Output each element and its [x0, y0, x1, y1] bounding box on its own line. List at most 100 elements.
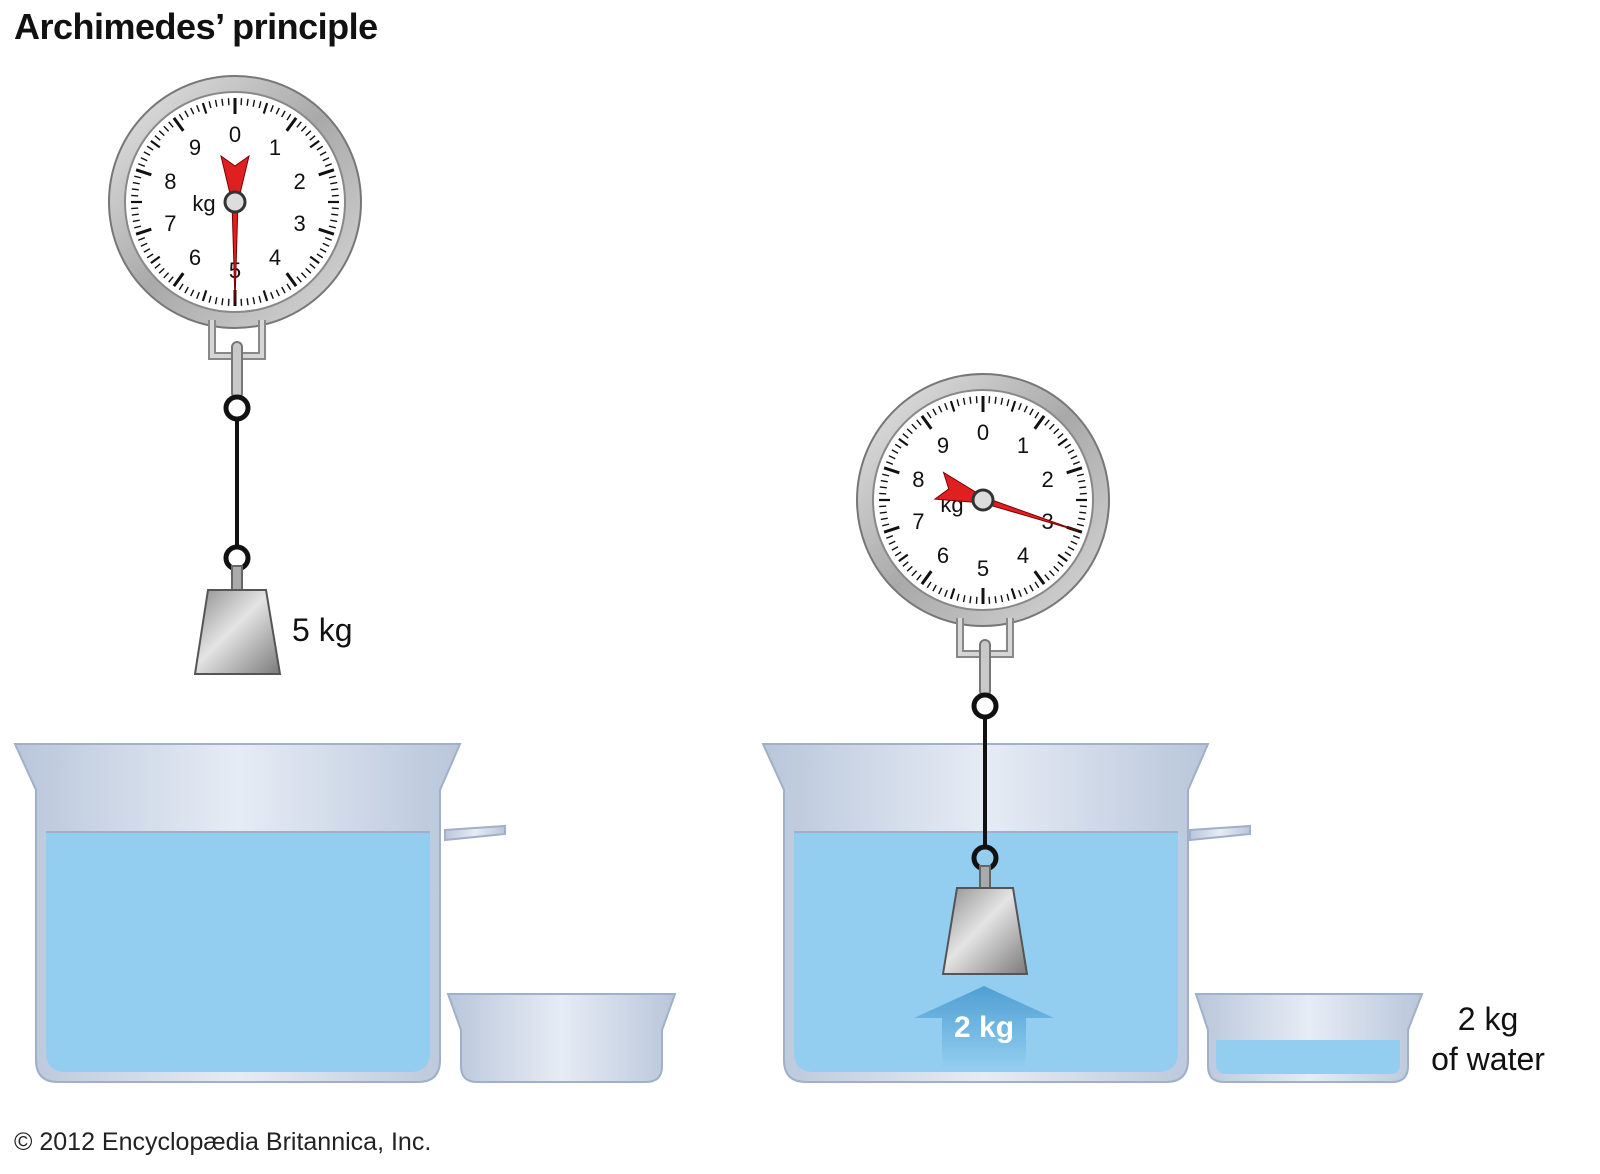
- page-title: Archimedes’ principle: [14, 6, 378, 47]
- dial-tick: [324, 163, 332, 167]
- dial-tick: [1000, 397, 1004, 405]
- dial-tick: [911, 423, 918, 430]
- dial-tick: [1044, 419, 1050, 426]
- dial-tick: [956, 593, 960, 601]
- dial-tick: [1006, 593, 1010, 601]
- dial-tick: [316, 145, 324, 151]
- dial-number: 8: [912, 467, 924, 492]
- dial-tick: [1079, 511, 1087, 514]
- dial-tick: [932, 584, 937, 592]
- dial-tick: [131, 213, 139, 216]
- dial-tick: [319, 151, 327, 156]
- dial-tick: [190, 289, 195, 297]
- left-dial-numbers: 0123456789: [164, 122, 306, 283]
- copyright-notice: © 2012 Encyclopædia Britannica, Inc.: [14, 1128, 432, 1156]
- dial-tick: [281, 110, 286, 118]
- buoyancy-label: 2 kg: [954, 1011, 1014, 1044]
- right-spring-scale: 0123456789 kg: [856, 373, 1110, 627]
- dial-tick: [201, 102, 208, 114]
- dial-tick: [146, 253, 154, 259]
- dial-number: 8: [164, 169, 176, 194]
- dial-tick: [1034, 411, 1040, 419]
- dial-tick: [275, 107, 280, 115]
- dial-tick: [1057, 561, 1064, 567]
- dial-tick: [331, 213, 339, 216]
- dial-tick: [296, 276, 302, 283]
- dial-tick: [318, 227, 335, 236]
- left-beaker: [13, 743, 506, 1083]
- dial-tick: [163, 272, 170, 279]
- dial-tick: [270, 291, 274, 299]
- dial-tick: [1057, 437, 1068, 447]
- dial-tick: [920, 570, 933, 586]
- dial-tick: [309, 135, 316, 141]
- dial-tick: [132, 219, 140, 223]
- dial-tick: [969, 396, 972, 404]
- dial-tick: [196, 105, 200, 113]
- dial-tick: [190, 107, 195, 115]
- dial-tick: [883, 466, 900, 475]
- dial-tick: [214, 297, 218, 305]
- dial-tick: [322, 157, 330, 162]
- dial-tick: [1018, 589, 1022, 597]
- dial-tick: [275, 289, 280, 297]
- dial-tick: [1034, 581, 1040, 589]
- dial-tick: [184, 286, 189, 294]
- dial-tick: [172, 116, 185, 132]
- dial-tick: [296, 121, 302, 128]
- dial-tick: [328, 175, 336, 179]
- dial-tick: [888, 540, 896, 545]
- left-spring-scale: 0123456789 kg: [108, 75, 362, 329]
- dial-tick: [994, 596, 997, 604]
- dial-tick: [140, 242, 148, 247]
- dial-tick: [894, 443, 902, 449]
- dial-tick: [1070, 455, 1078, 460]
- dial-tick: [969, 596, 972, 604]
- dial-tick: [330, 219, 338, 223]
- dial-tick: [178, 113, 184, 121]
- dial-tick: [888, 455, 896, 460]
- displaced-water: [1216, 1040, 1400, 1074]
- dial-tick: [146, 145, 154, 151]
- dial-tick: [1044, 574, 1050, 581]
- left-hanger: [208, 320, 266, 591]
- dial-tick: [208, 295, 212, 303]
- dial-tick: [1000, 595, 1004, 603]
- dial-tick: [1079, 486, 1087, 489]
- dial-tick: [1078, 479, 1086, 483]
- dial-tick: [163, 125, 170, 132]
- dial-tick: [309, 255, 320, 265]
- dial-tick: [300, 272, 307, 279]
- dial-tick: [898, 437, 909, 447]
- dial-tick: [938, 587, 943, 595]
- dial-tick: [1053, 428, 1060, 435]
- dial-tick: [140, 157, 148, 162]
- dial-tick: [252, 99, 256, 107]
- dial-tick: [138, 237, 146, 241]
- dial-tick: [1064, 443, 1072, 449]
- dial-tick: [1006, 399, 1010, 407]
- dial-tick: [1033, 414, 1046, 430]
- dial-tick: [135, 168, 152, 177]
- dial-tick: [168, 121, 174, 128]
- dial-tick: [926, 411, 932, 419]
- dial-tick: [208, 101, 212, 109]
- dial-tick: [286, 283, 292, 291]
- dial-tick: [143, 151, 151, 156]
- dial-tick: [158, 267, 165, 274]
- dial-tick: [906, 428, 913, 435]
- left-weight: [193, 589, 282, 675]
- dial-tick: [285, 116, 298, 132]
- dial-tick: [894, 551, 902, 557]
- dial-tick: [262, 102, 269, 114]
- dial-tick: [258, 295, 262, 303]
- dial-tick: [258, 101, 262, 109]
- dial-tick: [932, 408, 937, 416]
- dial-tick: [246, 298, 249, 306]
- dial-tick: [1070, 540, 1078, 545]
- dial-tick: [1076, 523, 1084, 527]
- dial-tick: [962, 595, 966, 603]
- dial-tick: [949, 588, 956, 600]
- dial-tick: [328, 225, 336, 229]
